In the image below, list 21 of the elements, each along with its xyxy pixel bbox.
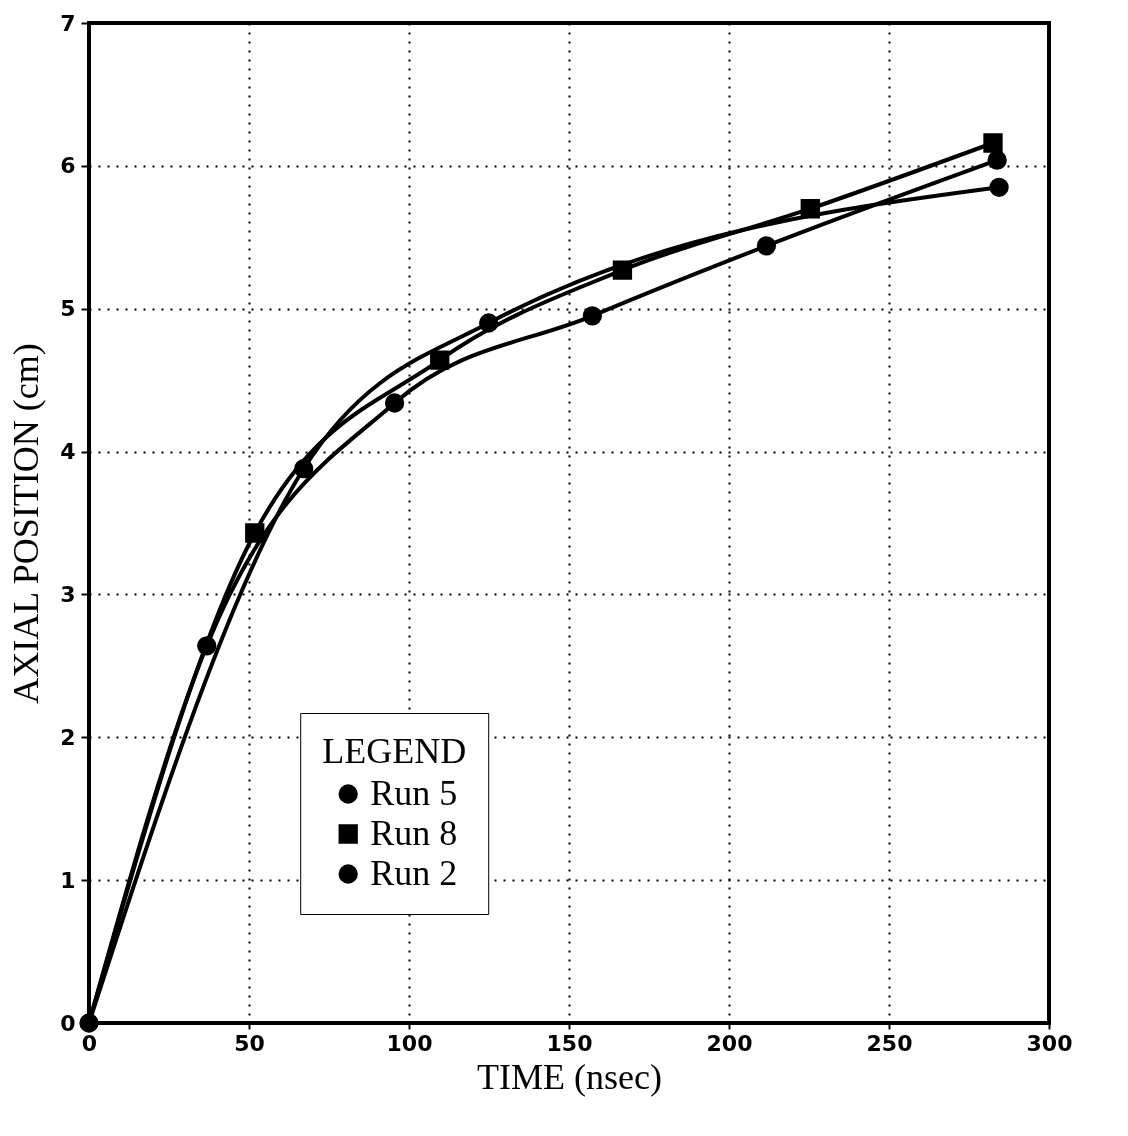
x-axis-title: TIME (nsec) [477, 1056, 662, 1097]
legend-label: Run 5 [370, 773, 458, 813]
x-tick-label: 250 [866, 1030, 913, 1056]
y-tick-label: 2 [60, 724, 76, 750]
y-tick-label: 3 [60, 581, 76, 607]
y-tick-label: 7 [60, 10, 76, 36]
x-tick-label: 50 [234, 1030, 265, 1056]
x-tick-label: 150 [546, 1030, 593, 1056]
legend-label: Run 2 [370, 853, 458, 893]
x-tick-label: 300 [1026, 1030, 1073, 1056]
y-tick-label: 5 [60, 296, 76, 322]
y-tick-label: 1 [60, 867, 76, 893]
y-tick-label: 4 [60, 439, 76, 465]
x-tick-label: 100 [386, 1030, 433, 1056]
x-tick-label: 200 [706, 1030, 753, 1056]
y-axis-title: AXIAL POSITION (cm) [6, 343, 47, 704]
x-tick-label: 0 [81, 1030, 98, 1056]
legend-label: Run 8 [370, 813, 458, 853]
y-tick-label: 6 [60, 153, 76, 179]
legend-title: LEGEND [322, 731, 467, 771]
y-tick-label: 0 [60, 1010, 76, 1036]
